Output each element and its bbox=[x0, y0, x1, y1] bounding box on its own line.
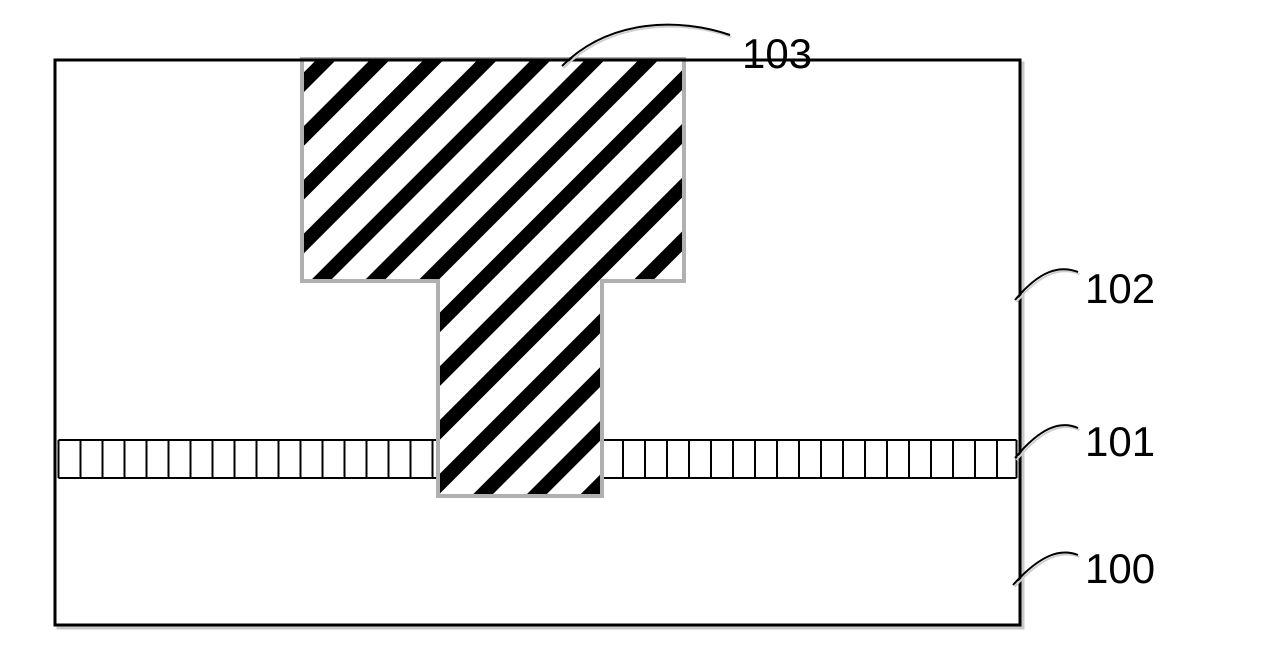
lbl103: 103 bbox=[742, 30, 812, 78]
lbl100: 100 bbox=[1085, 545, 1155, 593]
lbl102: 102 bbox=[1085, 265, 1155, 313]
diagram-svg bbox=[0, 0, 1272, 666]
diagram-stage: 103 102 101 100 bbox=[0, 0, 1272, 666]
lbl101: 101 bbox=[1085, 418, 1155, 466]
